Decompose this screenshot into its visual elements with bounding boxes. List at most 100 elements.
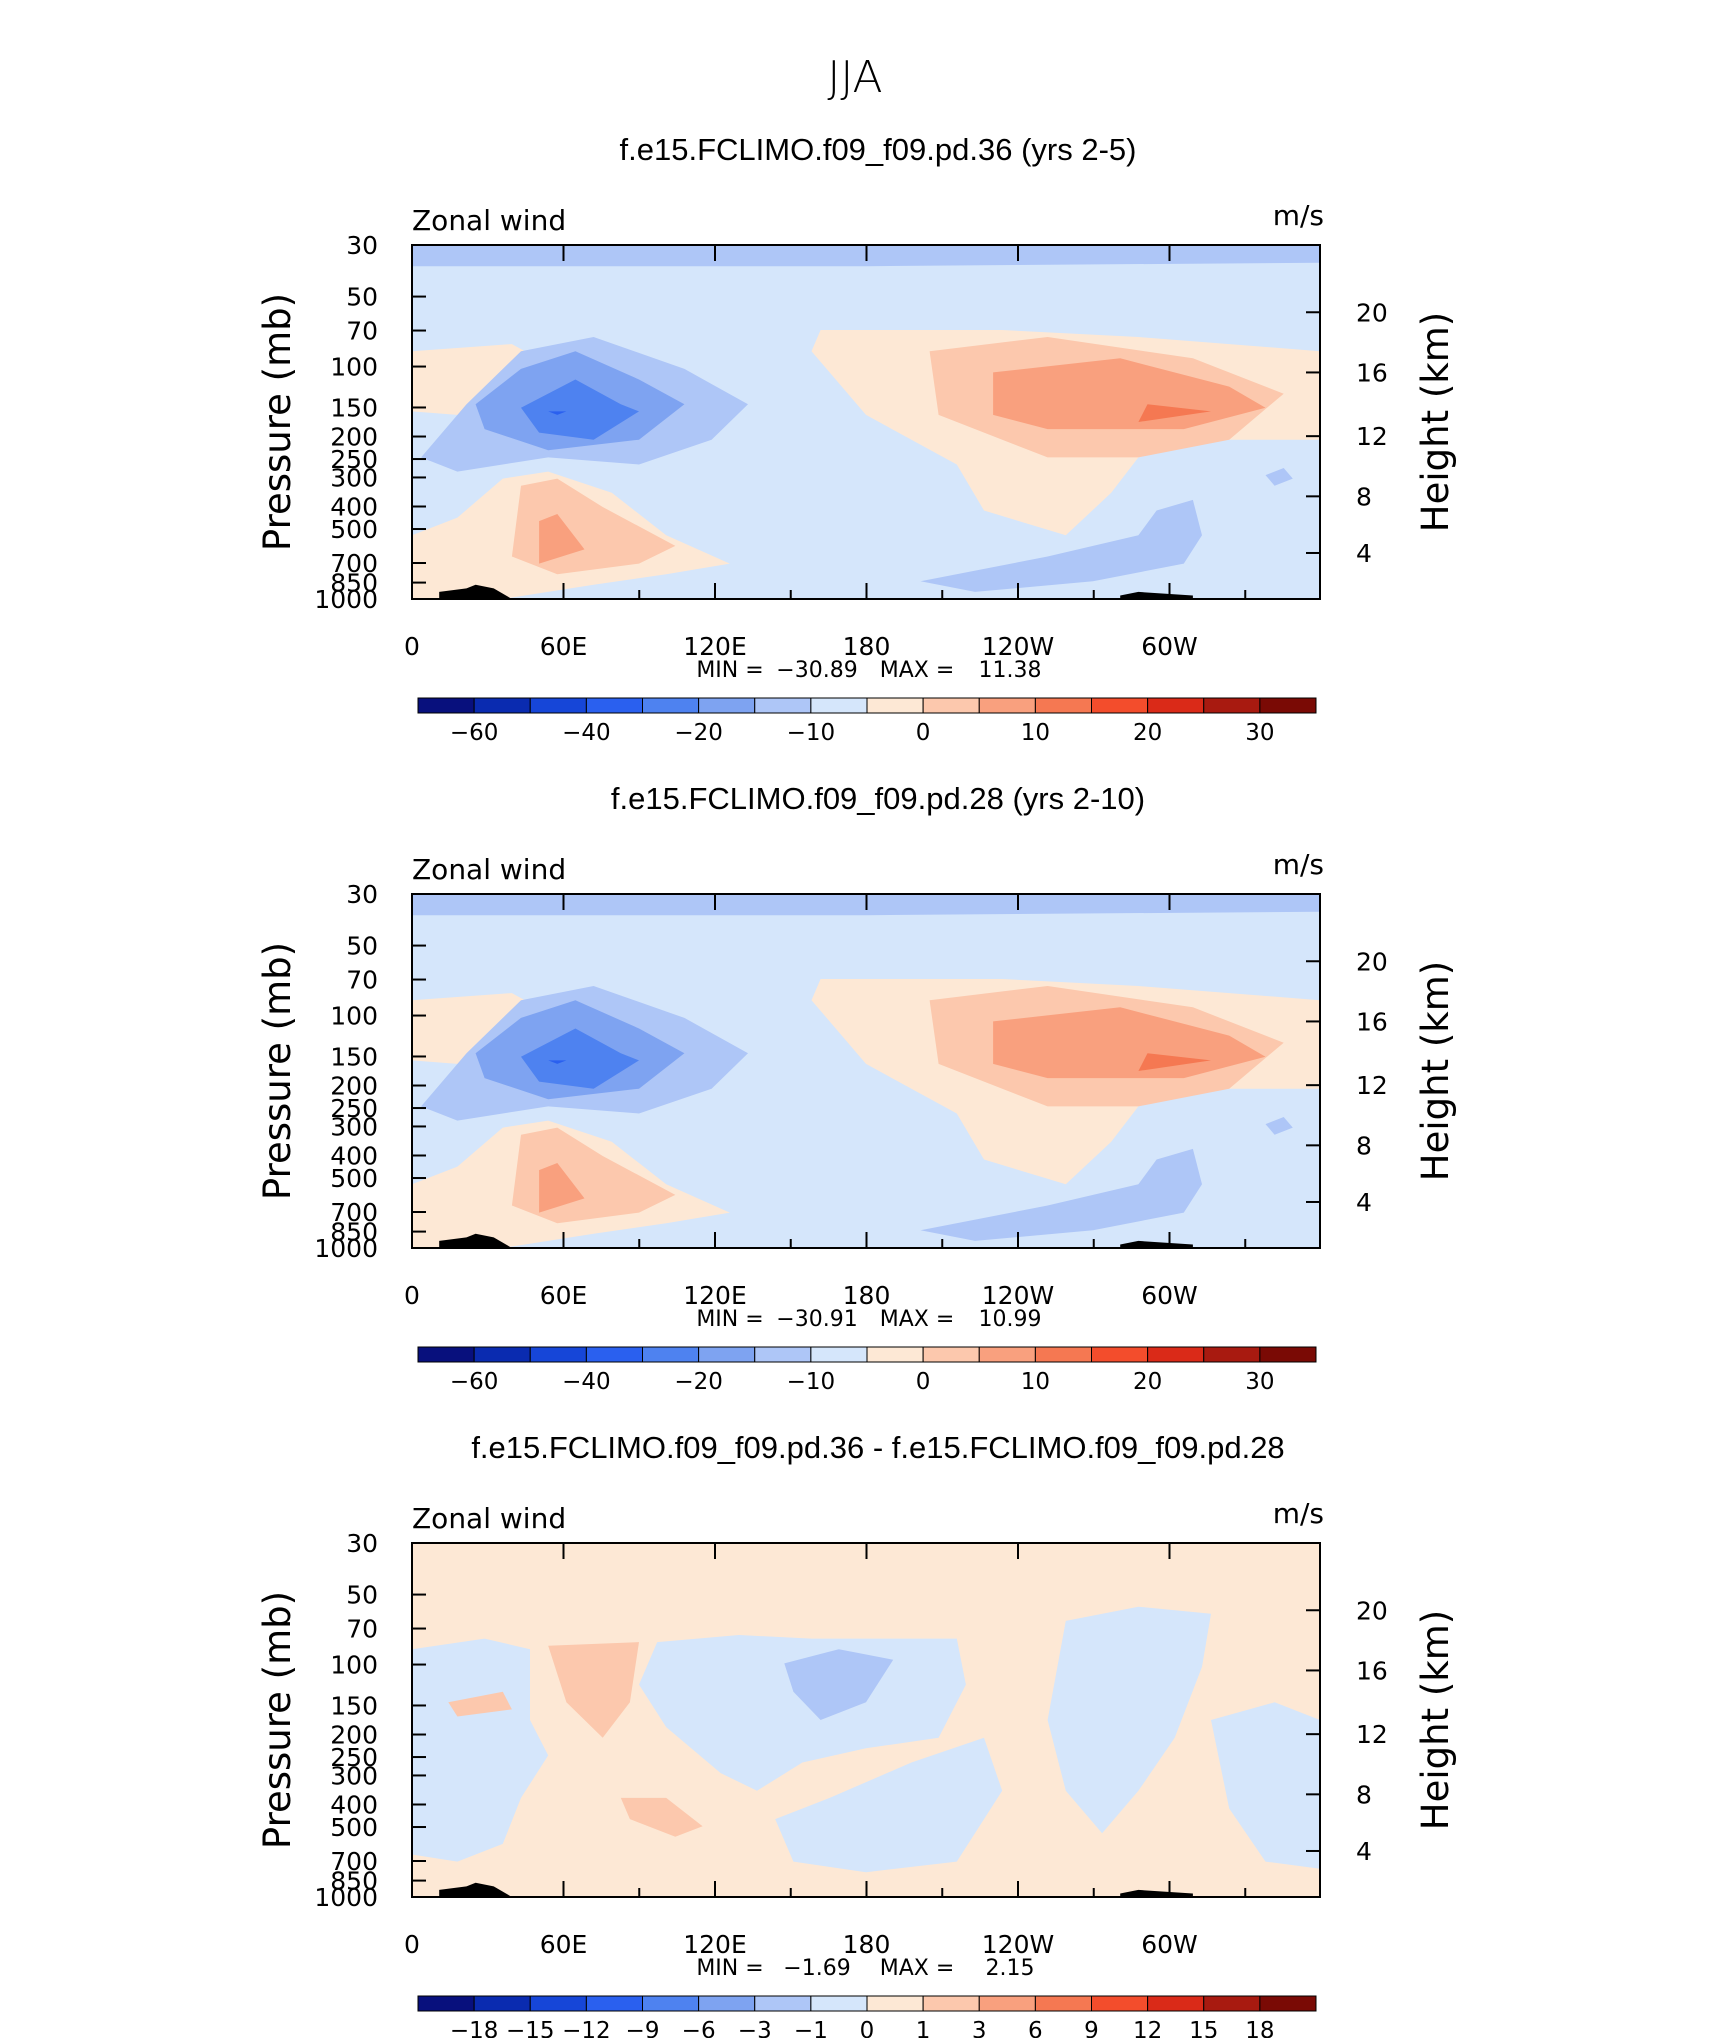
colorbar-label: −20	[674, 1369, 723, 1395]
colorbar-swatch	[1091, 1346, 1149, 1363]
contour-region	[1265, 468, 1293, 486]
panel-title: f.e15.FCLIMO.f09_f09.pd.36 - f.e15.FCLIM…	[471, 1430, 1284, 1465]
right-y-tick-label: 20	[1356, 1596, 1388, 1625]
stat-min-value: −30.89	[776, 658, 857, 683]
panel-variable-label: Zonal wind	[412, 1502, 566, 1535]
right-y-tick-label: 12	[1356, 422, 1388, 451]
y-axis-label: Pressure (mb)	[256, 1591, 299, 1849]
y-tick-label: 70	[346, 966, 378, 995]
contour-region	[539, 514, 585, 564]
colorbar-swatch	[1091, 1995, 1149, 2012]
contour-region	[548, 1060, 567, 1064]
contour-region	[548, 1642, 639, 1738]
plot-area	[412, 1543, 1320, 1897]
colorbar-label: −3	[738, 2018, 772, 2038]
stat-min-label: MIN =	[696, 1307, 763, 1332]
y-tick-label: 100	[330, 1651, 378, 1680]
colorbar-swatch	[810, 1995, 868, 2012]
colorbar-swatch	[417, 697, 475, 714]
y-tick-label: 70	[346, 1615, 378, 1644]
x-tick-label: 0	[404, 1930, 420, 1959]
panel-variable-label: Zonal wind	[412, 853, 566, 886]
contour-region	[521, 379, 639, 440]
stat-max-label: MAX =	[880, 658, 955, 683]
y-tick-label: 200	[330, 1072, 378, 1101]
right-y-tick-label: 4	[1356, 1837, 1372, 1866]
colorbar-swatch	[529, 1995, 587, 2012]
colorbar-label: −10	[787, 1369, 836, 1395]
colorbar-label: 30	[1245, 1369, 1274, 1395]
figure-title: JJA	[827, 52, 882, 103]
colorbar-swatch	[417, 1995, 475, 2012]
y-tick-label: 200	[330, 423, 378, 452]
y-axis-label: Pressure (mb)	[256, 942, 299, 1200]
x-tick-label: 180	[843, 1930, 891, 1959]
topography	[1120, 1889, 1193, 1897]
y-tick-label: 30	[346, 1529, 378, 1558]
colorbar-label: 3	[972, 2018, 987, 2038]
x-tick-label: 0	[404, 1281, 420, 1310]
y-tick-label: 850	[330, 1218, 378, 1247]
colorbar-swatch	[1034, 697, 1092, 714]
contour-region	[639, 1635, 966, 1791]
right-y-tick-label: 20	[1356, 947, 1388, 976]
panel-title: f.e15.FCLIMO.f09_f09.pd.28 (yrs 2-10)	[611, 781, 1145, 816]
colorbar-swatch	[417, 1346, 475, 1363]
colorbar-swatch	[1259, 1346, 1317, 1363]
colorbar-label: 20	[1133, 720, 1162, 746]
colorbar-swatch	[473, 697, 531, 714]
colorbar-swatch	[698, 697, 756, 714]
panel-units-label: m/s	[1273, 1497, 1324, 1530]
x-tick-label: 0	[404, 632, 420, 661]
colorbar-swatch	[529, 1346, 587, 1363]
colorbar-label: 30	[1245, 720, 1274, 746]
colorbar-swatch	[978, 1995, 1036, 2012]
y-tick-label: 250	[330, 445, 378, 474]
y-tick-label: 500	[330, 515, 378, 544]
right-y-tick-label: 16	[1356, 1007, 1388, 1036]
x-tick-label: 120E	[683, 1930, 747, 1959]
y-tick-label: 500	[330, 1813, 378, 1842]
colorbar-swatch	[585, 697, 643, 714]
panel-units-label: m/s	[1273, 848, 1324, 881]
colorbar-label: −9	[626, 2018, 660, 2038]
plot-area	[412, 245, 1320, 599]
colorbar-swatch	[1203, 697, 1261, 714]
y-tick-label: 250	[330, 1743, 378, 1772]
colorbar-label: 0	[916, 1369, 931, 1395]
x-tick-label: 120W	[982, 1930, 1054, 1959]
colorbar-label: 0	[916, 720, 931, 746]
plot-area	[412, 894, 1320, 1248]
right-y-tick-label: 8	[1356, 1131, 1372, 1160]
x-tick-label: 60E	[540, 1281, 588, 1310]
right-y-axis-label: Height (km)	[1414, 1610, 1457, 1830]
x-tick-label: 60W	[1141, 632, 1198, 661]
y-tick-label: 850	[330, 569, 378, 598]
colorbar-swatch	[1034, 1995, 1092, 2012]
colorbar-label: 10	[1021, 1369, 1050, 1395]
colorbar-swatch	[754, 1995, 812, 2012]
colorbar-label: −60	[450, 720, 499, 746]
contour-region	[1265, 1117, 1293, 1135]
y-tick-label: 70	[346, 317, 378, 346]
colorbar-label: −12	[562, 2018, 611, 2038]
colorbar-swatch	[922, 1346, 980, 1363]
colorbar-swatch	[1147, 1995, 1205, 2012]
colorbar-label: −40	[562, 720, 611, 746]
panel-units-label: m/s	[1273, 199, 1324, 232]
y-tick-label: 150	[330, 393, 378, 422]
x-tick-label: 60W	[1141, 1930, 1198, 1959]
y-tick-label: 850	[330, 1867, 378, 1896]
right-y-tick-label: 16	[1356, 1656, 1388, 1685]
y-tick-label: 400	[330, 1141, 378, 1170]
contour-region	[412, 1638, 549, 1862]
colorbar-label: 6	[1028, 2018, 1043, 2038]
colorbar-swatch	[642, 1995, 700, 2012]
y-tick-label: 300	[330, 1112, 378, 1141]
topography	[439, 584, 512, 599]
contour-region	[920, 1148, 1202, 1241]
right-y-tick-label: 8	[1356, 482, 1372, 511]
y-tick-label: 150	[330, 1042, 378, 1071]
contour-region	[1211, 1702, 1320, 1869]
